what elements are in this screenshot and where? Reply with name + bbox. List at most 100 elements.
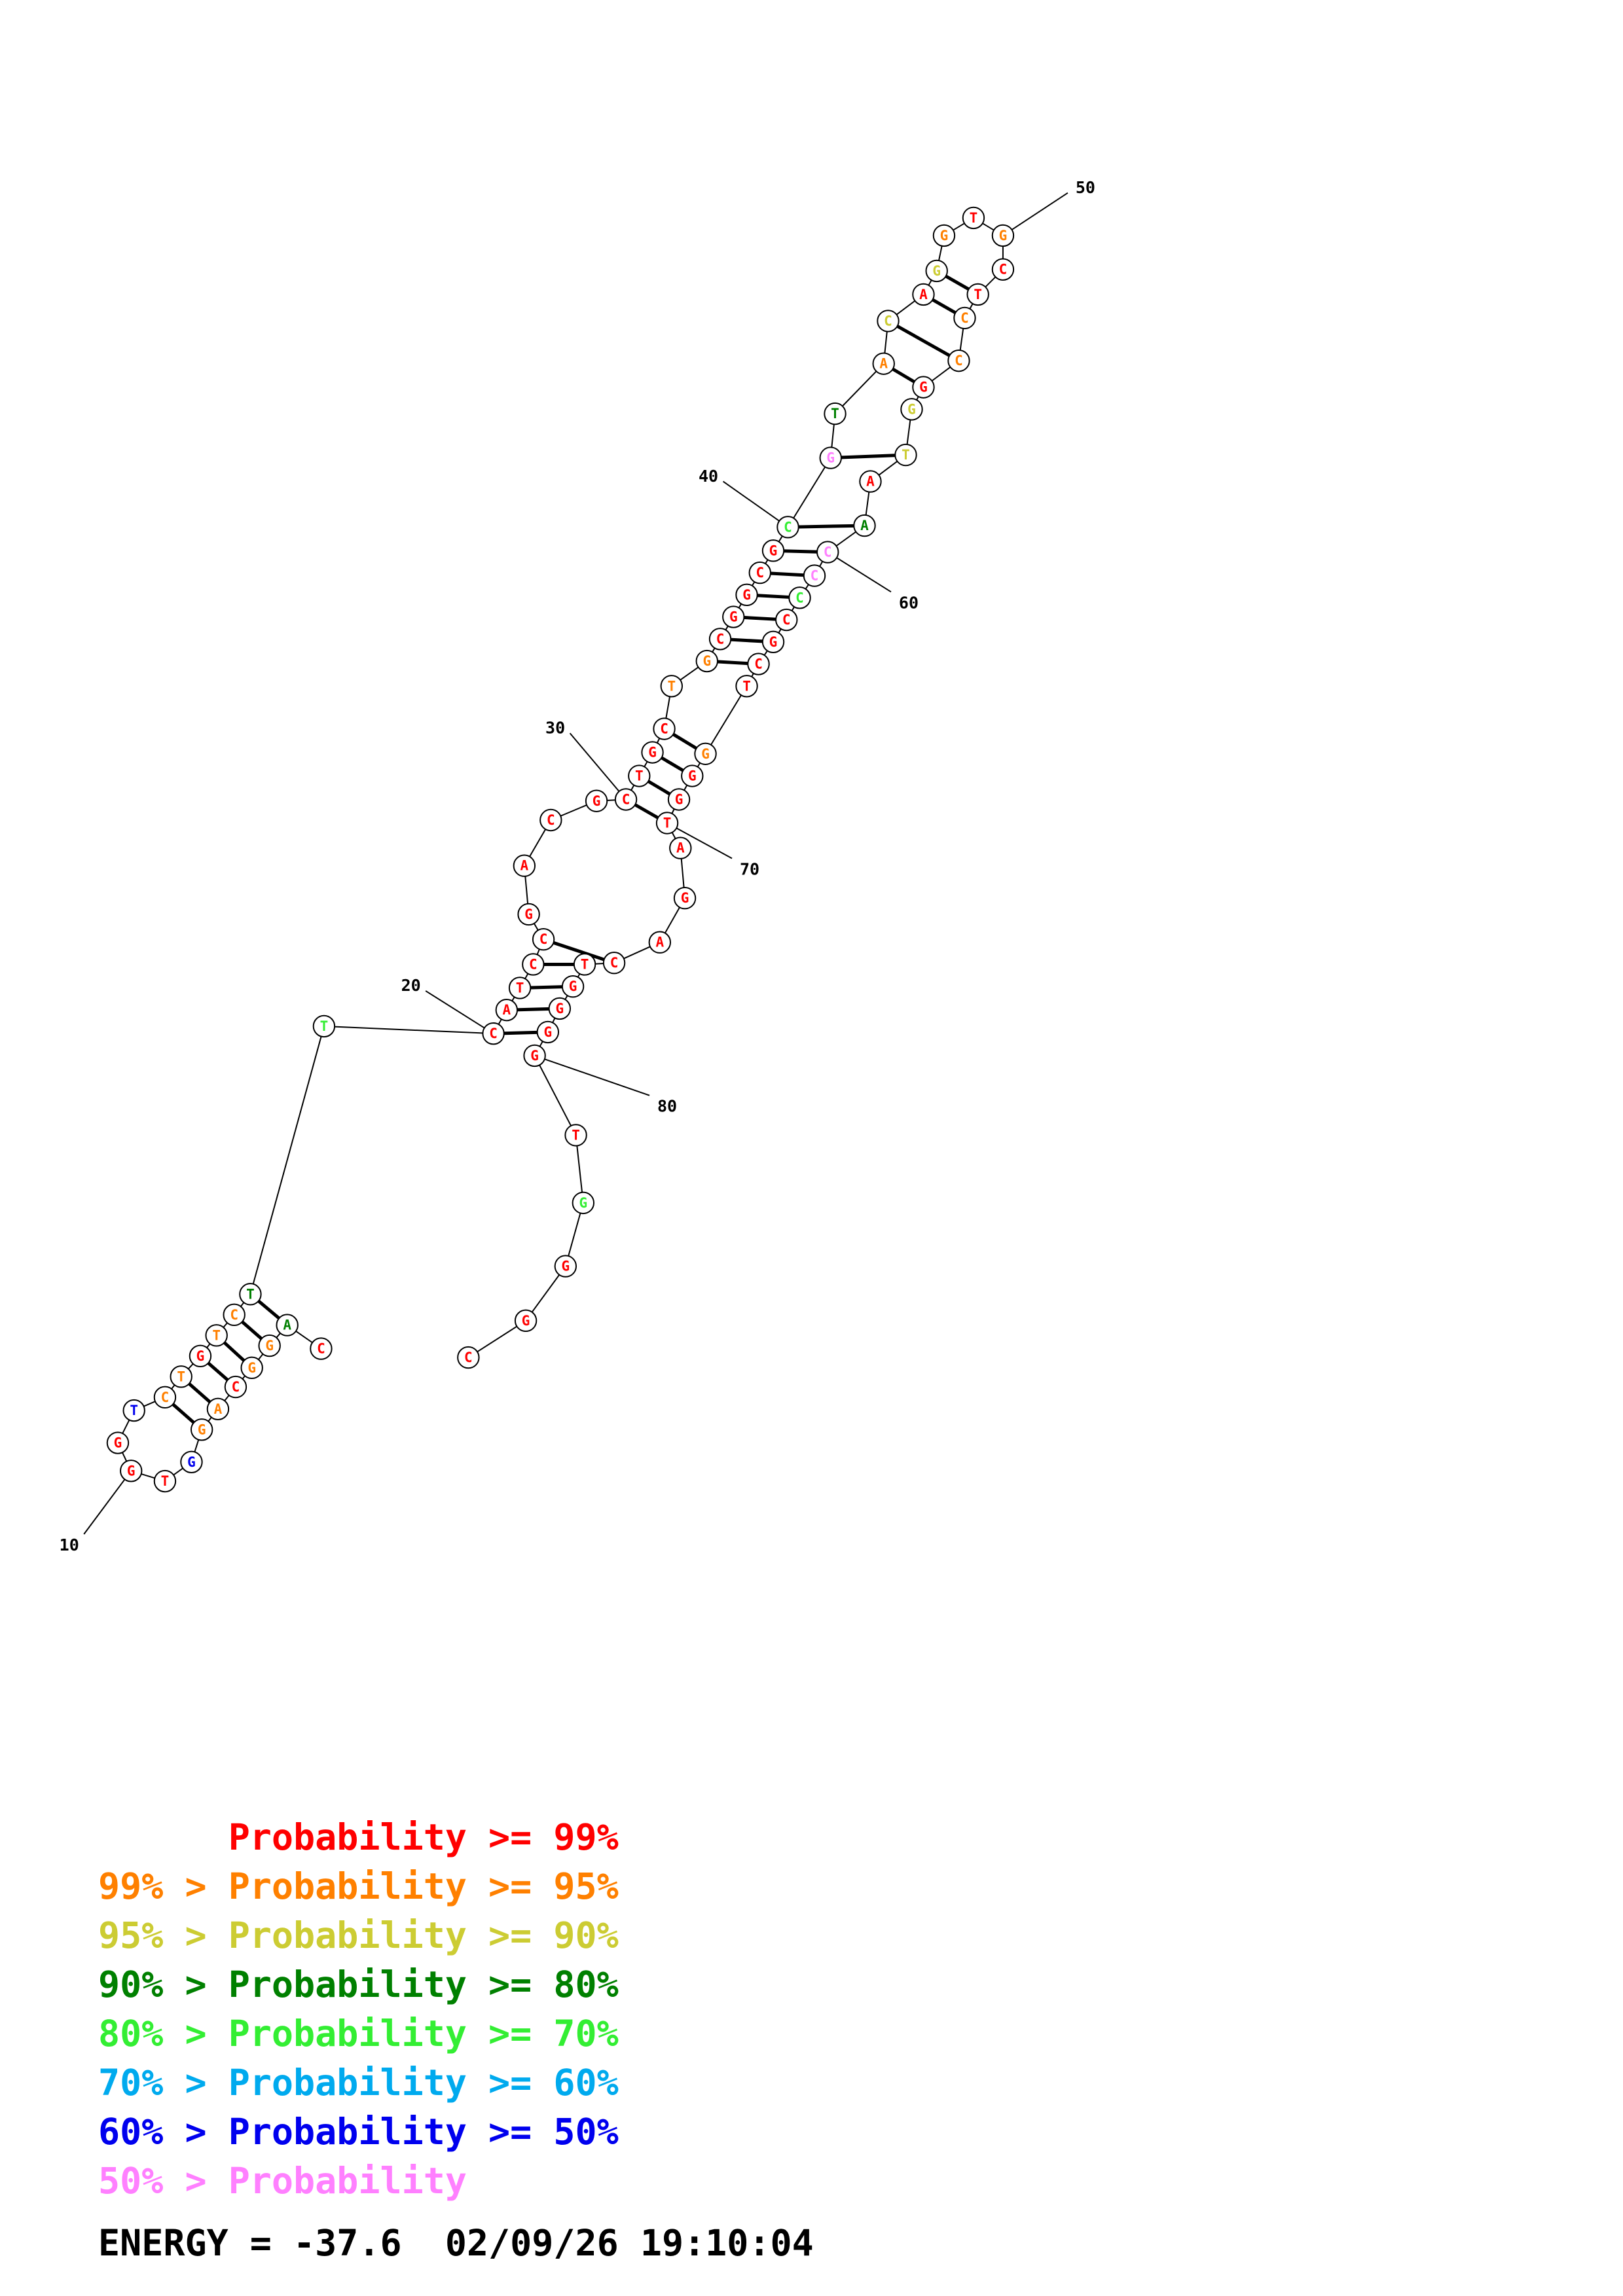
legend-label: Probability >= 50%	[228, 2111, 619, 2153]
nucleotide-letter: T	[663, 815, 672, 831]
nucleotide-letter: G	[569, 978, 577, 994]
nucleotide-circle	[585, 789, 608, 812]
nucleotide: A	[669, 836, 692, 859]
legend-prefix	[98, 1816, 228, 1858]
numbering-ticks: 10 20 30 40 50 60 70 80	[60, 178, 1095, 1554]
numbering-tick	[569, 732, 627, 800]
nucleotide-letter: G	[196, 1348, 205, 1364]
nucleotide-circle	[602, 952, 626, 975]
nucleotide: G	[523, 1044, 546, 1067]
nucleotide: C	[747, 653, 770, 675]
nucleotide-circle	[513, 854, 536, 877]
nucleotide: G	[514, 1309, 538, 1333]
nucleotide: A	[872, 352, 895, 375]
legend-label: Probability >= 80%	[228, 1964, 619, 2005]
numbering-tick	[666, 822, 733, 859]
nucleotide: C	[653, 717, 676, 740]
nucleotide: T	[660, 675, 683, 698]
nucleotide-circle	[853, 514, 876, 537]
legend-label: Probability >= 95%	[228, 1865, 619, 1907]
nucleotide-circle	[573, 953, 596, 976]
nucleotide-letter: T	[246, 1286, 255, 1302]
nucleotide: G	[180, 1450, 203, 1473]
energy-readout: ENERGY = -37.6 02/09/26 19:10:04	[98, 2222, 814, 2264]
nucleotide-circle	[514, 1309, 538, 1333]
nucleotide: G	[932, 224, 956, 247]
nucleotide-circle	[457, 1346, 480, 1369]
nucleotide-circle	[223, 1303, 246, 1327]
nucleotide-circle	[660, 675, 683, 698]
nucleotide-letter: G	[247, 1360, 256, 1376]
nucleotide-circle	[991, 224, 1015, 247]
nucleotide-circle	[482, 1022, 505, 1045]
nucleotide-circle	[735, 583, 758, 607]
nucleotide: T	[962, 206, 985, 230]
nucleotide-circle	[522, 953, 545, 976]
nucleotide-letter: G	[593, 793, 601, 809]
nucleotide: T	[564, 1124, 587, 1147]
nucleotide: C	[775, 608, 798, 632]
nucleotide-letter: G	[702, 653, 711, 669]
nucleotide: G	[641, 741, 664, 764]
nucleotide-letter: C	[489, 1026, 498, 1041]
nucleotide-letter: G	[127, 1463, 136, 1479]
nucleotide-circle	[564, 1124, 587, 1147]
legend-prefix: 60% >	[98, 2111, 228, 2153]
position-number: 30	[545, 719, 565, 738]
nucleotide-circle	[761, 539, 785, 562]
nucleotide-letter: T	[581, 956, 589, 972]
nucleotide-circle	[925, 259, 948, 283]
nucleotide: A	[276, 1314, 299, 1336]
numbering-tick	[827, 551, 892, 593]
nucleotide: C	[224, 1375, 247, 1399]
nucleotide: C	[748, 561, 771, 584]
nucleotide-circle	[122, 1399, 145, 1422]
legend-row: 60% > Probability >= 50%	[98, 2108, 619, 2157]
nucleotide-circle	[803, 564, 826, 587]
energy-value: ENERGY = -37.6	[98, 2222, 402, 2264]
nucleotide-circle	[648, 931, 671, 954]
nucleotide-circle	[708, 628, 732, 651]
probability-legend: Probability >= 99% 99% > Probability >= 9…	[98, 1813, 619, 2206]
nucleotide-circle	[747, 653, 770, 675]
position-number: 80	[657, 1097, 677, 1116]
nucleotide: T	[573, 953, 596, 976]
nucleotide: G	[585, 789, 608, 812]
position-number: 60	[899, 593, 919, 612]
nucleotide-letter: A	[655, 935, 664, 950]
nucleotide: C	[522, 953, 545, 976]
nucleotide: T	[508, 977, 532, 999]
nucleotide-letter: C	[230, 1307, 238, 1323]
nucleotide: G	[912, 376, 935, 399]
nucleotide-letter: A	[520, 858, 529, 874]
nucleotide-letter: G	[524, 906, 533, 922]
nucleotide-letter: C	[529, 956, 538, 972]
base-pair-bond	[543, 937, 615, 965]
nucleotide: T	[312, 1014, 336, 1038]
legend-row: 70% > Probability >= 60%	[98, 2058, 619, 2108]
nucleotide: T	[655, 812, 679, 834]
nucleotide-circle	[206, 1397, 230, 1421]
nucleotide: G	[761, 539, 785, 562]
nucleotide-letter: C	[782, 612, 791, 628]
nucleotide-letter: G	[675, 792, 684, 808]
nucleotide-letter: A	[503, 1002, 511, 1018]
nucleotide-circle	[239, 1283, 262, 1306]
nucleotide-letter: G	[187, 1454, 196, 1470]
nucleotide: A	[912, 283, 935, 306]
numbering-tick	[722, 480, 789, 528]
nucleotide-circle	[824, 402, 847, 425]
nucleotide: A	[859, 470, 882, 493]
nucleotide-circle	[932, 224, 956, 247]
nucleotide-letter: C	[660, 721, 668, 737]
nucleotide-circle	[673, 887, 697, 910]
nucleotide-letter: C	[754, 656, 763, 672]
backbone-segment	[249, 1026, 325, 1295]
nucleotide: G	[561, 975, 585, 998]
nucleotide-circle	[240, 1356, 263, 1380]
nucleotide-circle	[667, 788, 691, 811]
nucleotide-letter: T	[320, 1018, 329, 1034]
nucleotide-circle	[180, 1450, 203, 1473]
nucleotide-circle	[748, 561, 771, 584]
nucleotide-circle	[153, 1469, 177, 1493]
